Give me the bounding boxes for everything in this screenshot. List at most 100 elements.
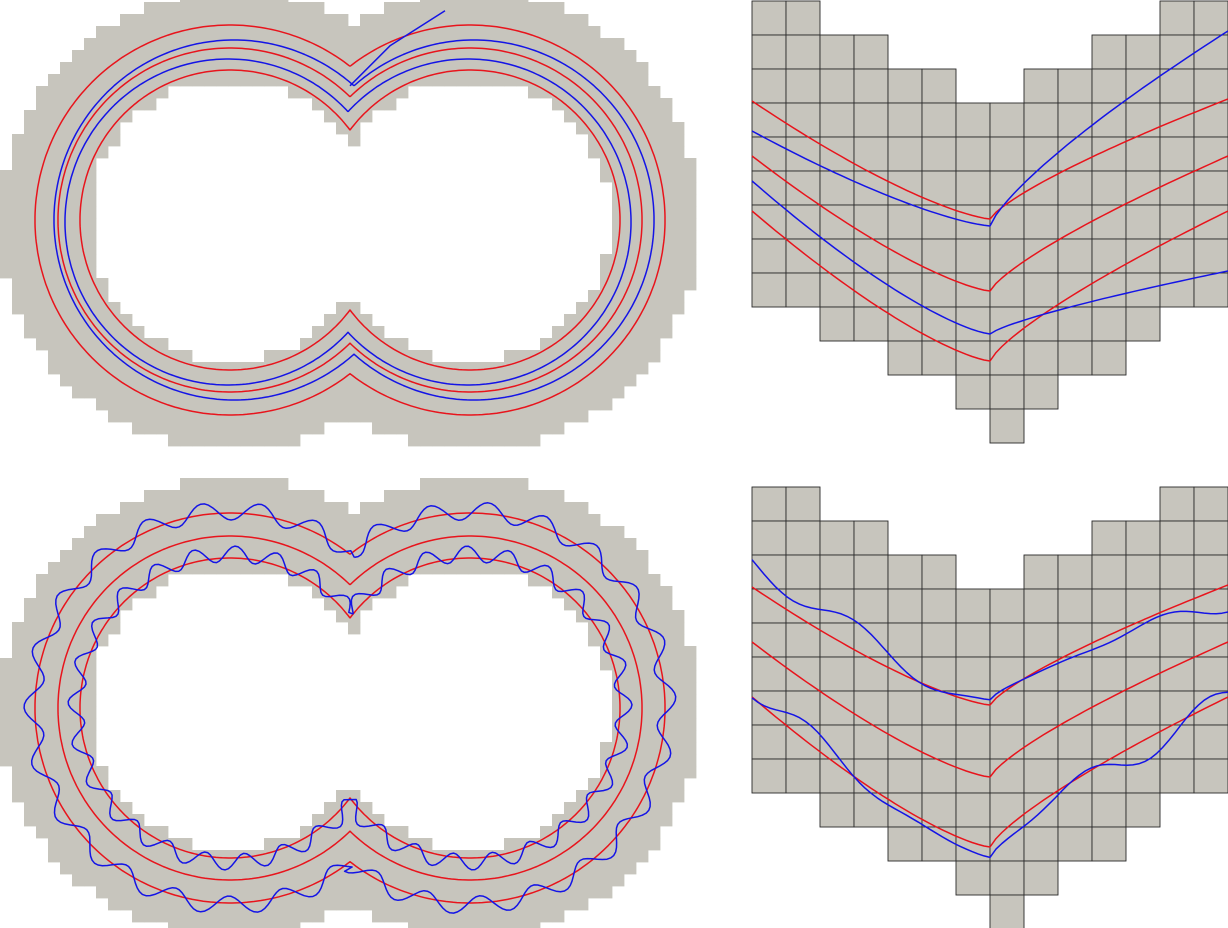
domain-cell <box>660 278 673 291</box>
domain-cell <box>72 850 85 863</box>
domain-cell <box>588 574 601 587</box>
mesh-cell <box>1057 102 1093 138</box>
domain-cell <box>420 14 433 27</box>
domain-cell <box>36 170 49 183</box>
domain-cell <box>648 314 661 327</box>
domain-cell <box>168 38 181 51</box>
domain-cell <box>432 2 445 15</box>
domain-cell <box>84 146 97 159</box>
domain-cell <box>84 62 97 75</box>
domain-cell <box>504 490 517 503</box>
mesh-cell <box>989 408 1025 444</box>
domain-cell <box>84 706 97 719</box>
domain-cell <box>120 514 133 527</box>
mesh-cell <box>853 792 889 828</box>
domain-cell <box>48 826 61 839</box>
domain-cell <box>492 50 505 63</box>
domain-cell <box>468 550 481 563</box>
domain-cell <box>444 386 457 399</box>
domain-cell <box>312 26 325 39</box>
domain-cell <box>396 38 409 51</box>
domain-cell <box>612 314 625 327</box>
domain-cell <box>60 802 73 815</box>
domain-cell <box>324 850 337 863</box>
domain-cell <box>372 338 385 351</box>
domain-cell <box>636 86 649 99</box>
reference-level-curve <box>79 557 621 859</box>
domain-cell <box>420 490 433 503</box>
domain-cell <box>480 922 493 928</box>
domain-cell <box>348 302 361 315</box>
domain-cell <box>504 478 517 491</box>
domain-cell <box>288 526 301 539</box>
domain-cell <box>12 754 25 767</box>
domain-cell <box>144 2 157 15</box>
domain-cell <box>576 62 589 75</box>
domain-cell <box>528 2 541 15</box>
domain-cell <box>312 586 325 599</box>
domain-cell <box>540 862 553 875</box>
domain-cell <box>60 350 73 363</box>
domain-cell <box>336 550 349 563</box>
domain-cell <box>348 862 361 875</box>
domain-cell <box>528 874 541 887</box>
domain-cell <box>600 778 613 791</box>
domain-cell <box>204 2 217 15</box>
domain-cell <box>0 754 13 767</box>
domain-cell <box>360 562 373 575</box>
mesh-cell <box>1023 340 1059 376</box>
domain-cell <box>660 718 673 731</box>
domain-cell <box>660 194 673 207</box>
domain-cell <box>672 742 685 755</box>
domain-cell <box>432 850 445 863</box>
domain-cell <box>228 74 241 87</box>
domain-cell <box>0 718 13 731</box>
mesh-cell <box>1193 656 1228 692</box>
domain-cell <box>96 610 109 623</box>
domain-cell <box>216 490 229 503</box>
domain-cell <box>600 146 613 159</box>
domain-cell <box>384 374 397 387</box>
mesh-cell <box>1091 34 1127 70</box>
domain-cell <box>72 670 85 683</box>
mesh-cell <box>1023 554 1059 590</box>
domain-cell <box>168 538 181 551</box>
domain-cell <box>480 478 493 491</box>
domain-cell <box>24 134 37 147</box>
domain-cell <box>276 526 289 539</box>
domain-cell <box>384 98 397 111</box>
domain-cell <box>168 526 181 539</box>
domain-cell <box>396 898 409 911</box>
domain-cell <box>636 550 649 563</box>
domain-cell <box>540 410 553 423</box>
domain-cell <box>96 826 109 839</box>
domain-cell <box>516 2 529 15</box>
domain-cell <box>204 0 217 3</box>
domain-cell <box>612 694 625 707</box>
domain-cell <box>540 26 553 39</box>
domain-cell <box>660 766 673 779</box>
domain-cell <box>96 574 109 587</box>
domain-cell <box>60 850 73 863</box>
domain-cell <box>552 14 565 27</box>
domain-cell <box>288 910 301 923</box>
domain-cell <box>564 898 577 911</box>
domain-cell <box>576 98 589 111</box>
domain-cell <box>588 338 601 351</box>
mesh-cell <box>1159 0 1195 36</box>
domain-cell <box>444 862 457 875</box>
domain-cell <box>480 62 493 75</box>
domain-cell <box>384 410 397 423</box>
domain-cell <box>456 886 469 899</box>
domain-cell <box>108 110 121 123</box>
domain-cell <box>300 362 313 375</box>
domain-cell <box>492 38 505 51</box>
domain-cell <box>684 158 697 171</box>
domain-cell <box>252 2 265 15</box>
domain-cell <box>492 514 505 527</box>
domain-cell <box>576 110 589 123</box>
domain-cell <box>348 350 361 363</box>
domain-cell <box>672 790 685 803</box>
domain-cell <box>324 410 337 423</box>
